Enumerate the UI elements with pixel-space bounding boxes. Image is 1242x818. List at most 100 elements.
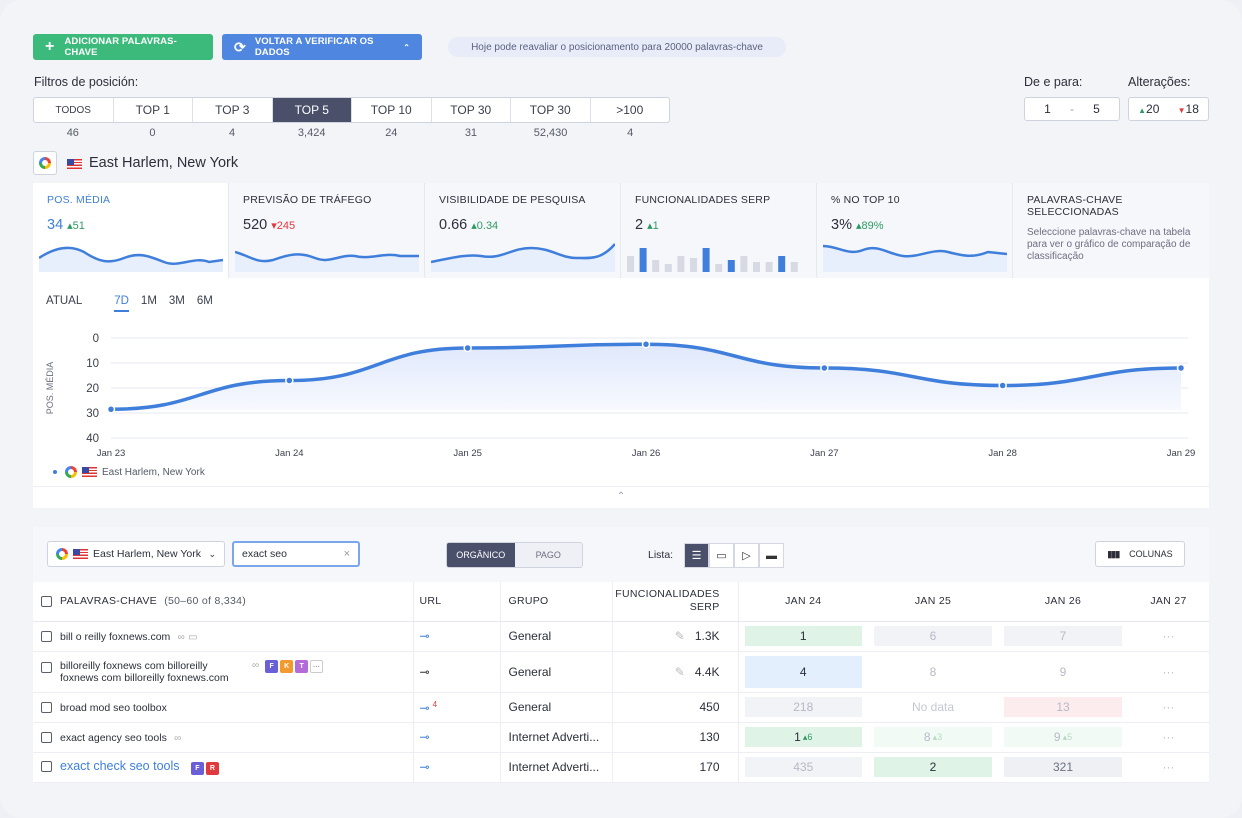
url-link-icon[interactable]: ⊸ [419, 664, 430, 679]
filter-top30-b[interactable]: TOP 30 [511, 98, 591, 122]
serp-bar [765, 262, 773, 272]
plus-icon: + [45, 38, 55, 55]
location-dropdown[interactable]: East Harlem, New York ⌄ [47, 541, 225, 567]
url-link-icon[interactable]: ⊸ [419, 700, 430, 715]
columns-button[interactable]: ▮▮▮ COLUNAS [1095, 541, 1185, 567]
url-link-icon[interactable]: ⊸ [419, 629, 430, 643]
more-icon[interactable]: ··· [1128, 692, 1209, 723]
jan24-header[interactable]: JAN 24 [737, 582, 868, 622]
range-input[interactable]: 1 - 5 [1024, 97, 1120, 121]
jan27-header[interactable]: JAN 27 [1128, 582, 1209, 622]
comment-icon[interactable]: ▭ [188, 632, 198, 643]
serp-bar [690, 258, 697, 272]
row-checkbox[interactable] [41, 732, 52, 744]
card-serp-features[interactable]: FUNCIONALIDADES SERP 2 ▴1 [621, 183, 817, 278]
chevron-down-icon: ⌄ [208, 548, 216, 559]
add-keywords-button[interactable]: + ADICIONAR PALAVRAS-CHAVE [33, 34, 213, 60]
filter-top3[interactable]: TOP 3 [193, 98, 273, 122]
edit-icon[interactable]: ✎ [674, 664, 685, 679]
url-link-icon[interactable]: ⊸ [419, 760, 430, 774]
collapse-chart-icon[interactable]: ⌃ [33, 486, 1209, 508]
paid-tab[interactable]: PAGO [514, 543, 582, 567]
url-link-icon[interactable]: ⊸ [419, 730, 430, 744]
recheck-data-button[interactable]: ⟳ VOLTAR A VERIFICAR OS DADOS ⌃ [222, 34, 422, 60]
filter-top10[interactable]: TOP 10 [352, 98, 432, 122]
card-top10-percent[interactable]: % NO TOP 10 3% ▴89% [817, 183, 1013, 278]
more-icon[interactable]: ··· [1128, 621, 1209, 652]
position-filters: TODOS TOP 1 TOP 3 TOP 5 TOP 10 TOP 30 TO… [33, 97, 670, 123]
position-cell: 7 [1004, 626, 1122, 646]
list-icon[interactable]: ☰ [684, 543, 709, 568]
position-cell: 218 [744, 697, 862, 717]
row-checkbox[interactable] [41, 761, 52, 773]
more-icon[interactable]: ··· [1128, 752, 1209, 783]
position-value: 8 [923, 730, 931, 744]
card-value: 34 [47, 217, 64, 233]
tab-3m[interactable]: 3M [168, 295, 185, 307]
table-row[interactable]: bill o reilly foxnews.com ∞ ▭ ⊸ General … [33, 621, 1209, 652]
position-value: 1 [799, 629, 807, 643]
card-search-visibility[interactable]: VISIBILIDADE DE PESQUISA 0.66 ▴0.34 [425, 183, 621, 278]
keywords-table: PALAVRAS-CHAVE (50–60 of 8,334) URL GRUP… [33, 582, 1209, 783]
tab-1m[interactable]: 1M [140, 295, 157, 307]
organic-paid-toggle: ORGÂNICO PAGO [446, 542, 583, 568]
organic-tab[interactable]: ORGÂNICO [447, 543, 515, 567]
changes-filter[interactable]: ▲20 ▼18 [1128, 97, 1209, 121]
more-icon[interactable]: ··· [1128, 651, 1209, 693]
filter-count: 4 [229, 127, 236, 139]
keywords-table-panel: East Harlem, New York ⌄ exact seo × ORGÂ… [33, 527, 1209, 783]
info-text: Hoje pode reavaliar o posicionamento par… [471, 41, 763, 53]
url-header[interactable]: URL [412, 582, 500, 622]
table-row[interactable]: exact agency seo tools ∞ ⊸ Internet Adve… [33, 722, 1209, 753]
edit-icon[interactable]: ✎ [674, 629, 685, 643]
list-view-buttons: ☰ ▭ ▷ ▬ [684, 543, 784, 568]
group-header[interactable]: GRUPO [499, 582, 612, 622]
more-icon[interactable]: ··· [1128, 722, 1209, 753]
keywords-header[interactable]: PALAVRAS-CHAVE (50–60 of 8,334) [33, 582, 413, 622]
table-row[interactable]: billoreilly foxnews com billoreilly foxn… [33, 651, 1209, 693]
filter-count: 31 [464, 127, 478, 139]
changes-down[interactable]: ▼18 [1178, 102, 1199, 116]
x-tick-label: Jan 29 [1167, 448, 1196, 459]
card-title: % NO TOP 10 [831, 194, 900, 206]
tag-icon[interactable]: ▷ [734, 543, 759, 568]
keyword-text: billoreilly foxnews com billoreilly foxn… [60, 659, 229, 684]
data-point [641, 340, 651, 349]
row-checkbox[interactable] [41, 661, 52, 673]
clear-icon[interactable]: × [343, 548, 350, 560]
filter-todos[interactable]: TODOS [34, 98, 114, 122]
tab-6m[interactable]: 6M [196, 295, 213, 307]
range-from[interactable]: 1 [1044, 102, 1051, 116]
select-all-checkbox[interactable] [41, 595, 52, 607]
y-tick-label: 30 [86, 408, 99, 420]
filter-count: 52,430 [533, 127, 568, 139]
filter-top1[interactable]: TOP 1 [114, 98, 193, 122]
row-checkbox[interactable] [41, 702, 52, 714]
range-to[interactable]: 5 [1093, 102, 1100, 116]
data-point [998, 381, 1007, 390]
keyword-link[interactable]: exact check seo tools [60, 759, 180, 773]
jan25-header[interactable]: JAN 25 [868, 582, 998, 622]
jan26-header[interactable]: JAN 26 [998, 582, 1128, 622]
filter-top30[interactable]: TOP 30 [432, 98, 511, 122]
serp-value: 170 [611, 752, 738, 783]
more-tags-icon[interactable]: ··· [310, 659, 324, 673]
filter-label: TODOS [55, 104, 91, 116]
folder-icon[interactable]: ▭ [709, 543, 734, 568]
search-engine-selector[interactable] [33, 151, 57, 175]
card-avg-position[interactable]: POS. MÉDIA 34 ▴51 [33, 183, 229, 278]
filter-count: 0 [149, 127, 156, 139]
filter-over100[interactable]: >100 [591, 98, 670, 122]
keyword-search-input[interactable]: exact seo × [232, 541, 360, 567]
filter-top5[interactable]: TOP 5 [272, 98, 352, 122]
changes-up[interactable]: ▲20 [1138, 102, 1159, 116]
tab-current[interactable]: ATUAL [46, 295, 83, 307]
table-row[interactable]: broad mod seo toolbox ⊸ 4 General 450 218… [33, 692, 1209, 723]
tab-7d[interactable]: 7D [114, 295, 129, 312]
serp-header[interactable]: FUNCIONALIDADES SERP [611, 582, 738, 622]
card-traffic-forecast[interactable]: PREVISÃO DE TRÁFEGO 520 ▾245 [229, 183, 425, 278]
triangle-down-icon: ▼ [1177, 106, 1186, 115]
folder-filled-icon[interactable]: ▬ [759, 543, 784, 568]
row-checkbox[interactable] [41, 631, 52, 643]
